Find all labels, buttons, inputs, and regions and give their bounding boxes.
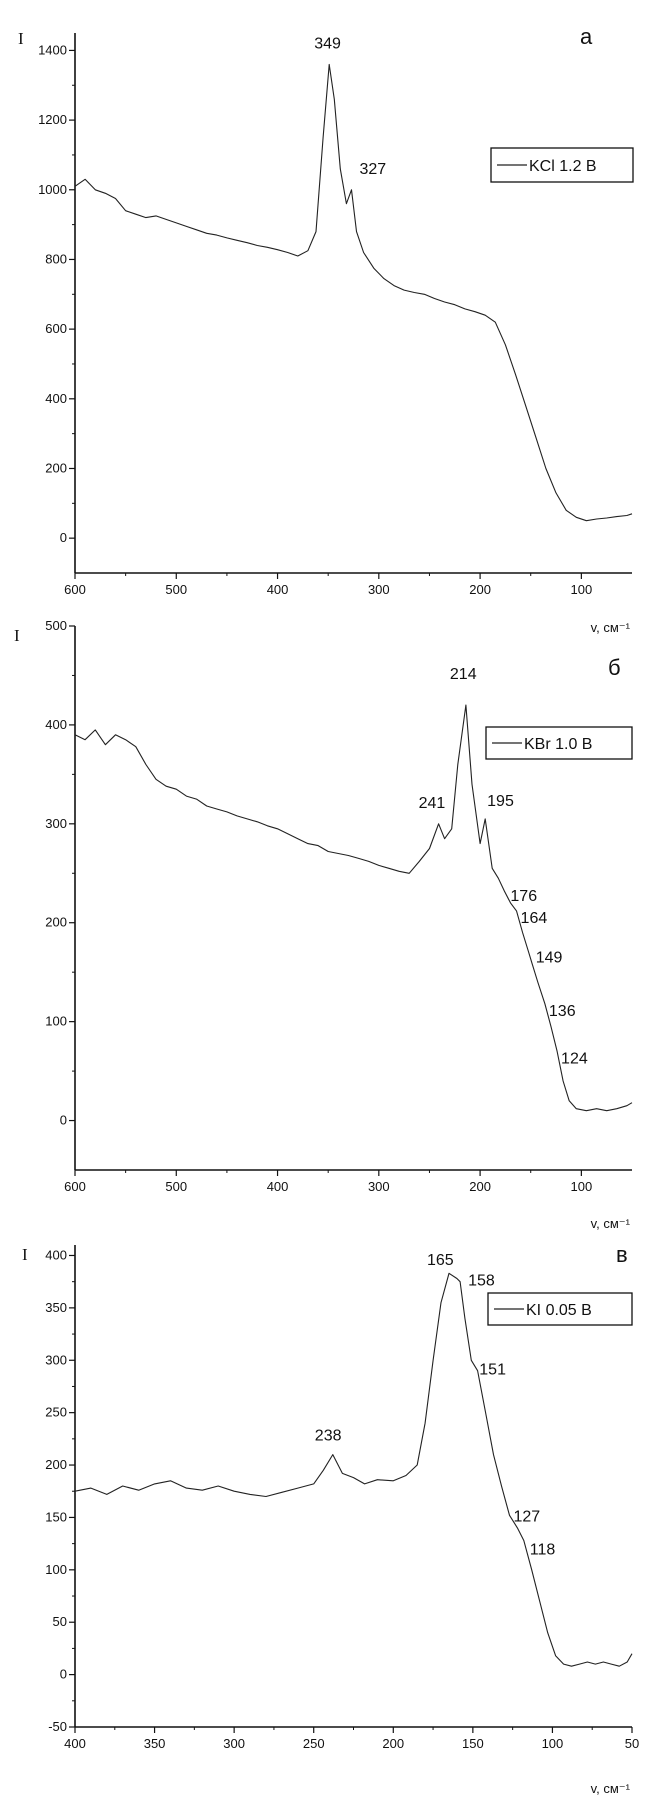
panel-3-peak-label: 118 — [530, 1541, 556, 1558]
panel-3-peak-label: 238 — [315, 1427, 342, 1444]
panel-1-x-axis-label: v, см⁻¹ — [591, 620, 631, 635]
panel-1-y-tick-label: 200 — [45, 460, 67, 475]
panel-3-letter: в — [616, 1242, 628, 1267]
panel-3-peak-label: 165 — [427, 1252, 454, 1269]
panel-1-y-tick-label: 0 — [60, 530, 67, 545]
panel-2-y-tick-label: 100 — [45, 1014, 67, 1029]
panel-2-peak-label: 136 — [549, 1003, 576, 1020]
panel-1-x-tick-label: 300 — [368, 582, 390, 597]
panel-3-legend-label: KI 0.05 B — [526, 1302, 592, 1319]
panel-2-series-line — [74, 704, 633, 1112]
panel-1-peak-label: 327 — [359, 161, 386, 178]
panel-2-y-tick-label: 200 — [45, 915, 67, 930]
panel-1-letter: а — [580, 24, 593, 49]
panel-2-legend-label: KBr 1.0 B — [524, 736, 592, 753]
panel-3-x-tick-label: 50 — [625, 1736, 639, 1751]
panel-2-peak-label: 195 — [487, 793, 514, 810]
panel-3-y-axis-label: I — [22, 1245, 28, 1264]
panel-2-y-tick-label: 400 — [45, 717, 67, 732]
panel-1-series-line — [74, 63, 633, 522]
panel-3-peak-label: 127 — [513, 1508, 540, 1525]
panel-1-y-tick-label: 1200 — [38, 112, 67, 127]
panel-3-x-tick-label: 300 — [223, 1736, 245, 1751]
panel-3-series-line — [74, 1272, 633, 1667]
panel-3-x-tick-label: 150 — [462, 1736, 484, 1751]
panel-3-y-tick-label: 50 — [53, 1614, 67, 1629]
panel-1-x-tick-label: 400 — [267, 582, 289, 597]
panel-3-y-tick-label: 200 — [45, 1457, 67, 1472]
panel-2-y-tick-label: 0 — [60, 1113, 67, 1128]
panel-3-x-tick-label: 200 — [382, 1736, 404, 1751]
panel-1-legend-label: KCl 1.2 B — [529, 158, 597, 175]
panel-2-x-axis-label: v, см⁻¹ — [591, 1216, 631, 1231]
panel-1-y-tick-label: 800 — [45, 251, 67, 266]
panel-2-x-tick-label: 500 — [165, 1179, 187, 1194]
panel-3-x-tick-label: 250 — [303, 1736, 325, 1751]
panel-3-y-tick-label: 100 — [45, 1562, 67, 1577]
panel-2-y-tick-label: 500 — [45, 618, 67, 633]
panel-3-x-tick-label: 100 — [542, 1736, 564, 1751]
panel-3-x-tick-label: 350 — [144, 1736, 166, 1751]
panel-3-y-tick-label: 400 — [45, 1247, 67, 1262]
panel-2-peak-label: 124 — [561, 1050, 588, 1067]
panel-3-peak-label: 158 — [468, 1273, 495, 1290]
panel-2-x-tick-label: 200 — [469, 1179, 491, 1194]
panel-2-y-axis-label: I — [14, 626, 20, 645]
panel-1-x-tick-label: 100 — [571, 582, 593, 597]
panel-3-y-tick-label: 350 — [45, 1300, 67, 1315]
panel-2-x-tick-label: 600 — [64, 1179, 86, 1194]
panel-2-x-tick-label: 100 — [571, 1179, 593, 1194]
panel-3-y-tick-label: -50 — [48, 1719, 67, 1734]
panel-1-y-tick-label: 400 — [45, 391, 67, 406]
panel-2-x-tick-label: 300 — [368, 1179, 390, 1194]
panel-2-peak-label: 164 — [521, 910, 548, 927]
panel-2-y-tick-label: 300 — [45, 816, 67, 831]
panel-3-y-tick-label: 150 — [45, 1509, 67, 1524]
panel-1-y-tick-label: 1000 — [38, 182, 67, 197]
panel-1-y-tick-label: 600 — [45, 321, 67, 336]
panel-3-peak-label: 151 — [479, 1361, 506, 1378]
panel-1-x-tick-label: 500 — [165, 582, 187, 597]
panel-2-peak-label: 149 — [536, 949, 563, 966]
panel-3-y-tick-label: 300 — [45, 1352, 67, 1367]
panel-1-y-axis-label: I — [18, 29, 24, 48]
panel-2-peak-label: 176 — [510, 888, 537, 905]
panel-3-x-tick-label: 400 — [64, 1736, 86, 1751]
panel-3-y-tick-label: 250 — [45, 1405, 67, 1420]
panel-1-y-tick-label: 1400 — [38, 42, 67, 57]
panel-2-letter: б — [608, 655, 621, 680]
panel-2-x-tick-label: 400 — [267, 1179, 289, 1194]
panel-3-x-axis-label: v, см⁻¹ — [591, 1781, 631, 1796]
panel-2-peak-label: 241 — [419, 795, 446, 812]
panel-3-y-tick-label: 0 — [60, 1667, 67, 1682]
panel-1-x-tick-label: 600 — [64, 582, 86, 597]
panel-1-peak-label: 349 — [314, 35, 341, 52]
panel-1-x-tick-label: 200 — [469, 582, 491, 597]
panel-2-peak-label: 214 — [450, 666, 477, 683]
